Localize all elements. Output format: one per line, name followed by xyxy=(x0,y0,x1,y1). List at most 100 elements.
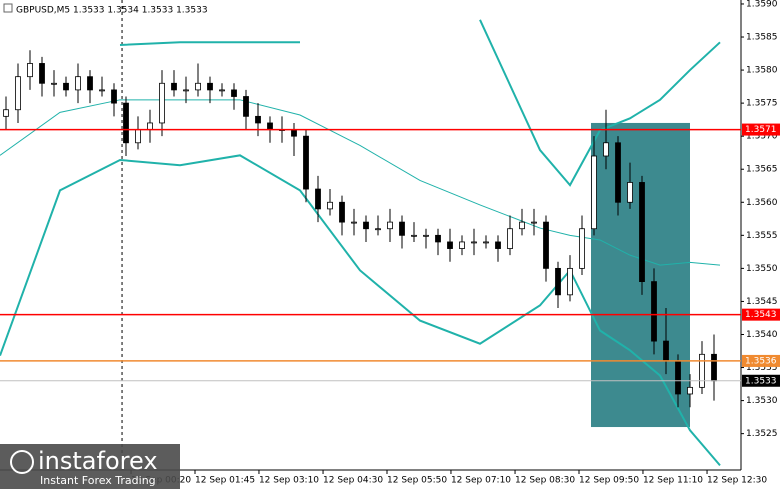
x-tick-label: 12 Sep 11:10 xyxy=(643,476,703,486)
price-level-label-box xyxy=(742,354,780,367)
candle-body xyxy=(171,82,177,91)
candle-body xyxy=(423,234,429,237)
candle-body xyxy=(639,182,645,283)
candle-body xyxy=(339,201,345,223)
candle-body xyxy=(255,115,261,124)
y-tick-label: 1.3540 xyxy=(746,330,778,340)
y-tick-label: 1.3525 xyxy=(746,429,778,439)
candle-body xyxy=(207,82,213,91)
candle-body xyxy=(135,129,141,144)
candle-body xyxy=(627,182,633,203)
candle-body xyxy=(243,96,249,117)
candle-body xyxy=(471,241,477,244)
price-level-label-box xyxy=(742,374,780,387)
candle-body xyxy=(519,221,525,230)
candle-body xyxy=(27,63,33,78)
band-line xyxy=(0,99,721,266)
y-tick-label: 1.3530 xyxy=(746,396,778,406)
candle-body xyxy=(495,241,501,249)
candle-body xyxy=(111,89,117,104)
candle-body xyxy=(363,221,369,230)
price-level-label: 1.3536 xyxy=(745,356,777,366)
logo-name: instaforex xyxy=(38,447,158,475)
logo-icon xyxy=(10,450,34,474)
price-level-label: 1.3533 xyxy=(745,376,777,386)
candle-body xyxy=(15,76,21,111)
plot-area xyxy=(0,0,721,470)
chart-title: GBPUSD,M5 1.3533 1.3534 1.3533 1.3533 xyxy=(16,6,208,16)
x-tick-label: 12 Sep 07:10 xyxy=(451,476,511,486)
candle-body xyxy=(375,228,381,231)
candle-body xyxy=(291,129,297,137)
candle-body xyxy=(87,76,93,91)
x-tick-label: 12 Sep 01:45 xyxy=(195,476,255,486)
candle-body xyxy=(483,241,489,244)
candle-body xyxy=(435,234,441,243)
candle-body xyxy=(159,82,165,124)
logo-tagline: Instant Forex Trading xyxy=(40,474,156,487)
candle-body xyxy=(447,241,453,249)
x-tick-label: 12 Sep 05:50 xyxy=(387,476,447,486)
candle-body xyxy=(663,340,669,362)
candle-body xyxy=(303,135,309,190)
candle-body xyxy=(411,234,417,237)
logo: instaforex Instant Forex Trading xyxy=(0,444,180,489)
candle-body xyxy=(51,82,57,85)
candle-body xyxy=(351,221,357,224)
candle-body xyxy=(63,82,69,91)
x-tick-label: 12 Sep 08:30 xyxy=(515,476,575,486)
x-tick-label: 12 Sep 03:10 xyxy=(259,476,319,486)
candle-body xyxy=(219,89,225,92)
candle-body xyxy=(579,228,585,269)
candle-body xyxy=(39,63,45,84)
candle-body xyxy=(531,221,537,224)
candle-body xyxy=(387,221,393,230)
candle-body xyxy=(459,241,465,249)
candle-body xyxy=(231,89,237,97)
y-tick-label: 1.3555 xyxy=(746,231,778,241)
candle-body xyxy=(615,142,621,203)
candle-body xyxy=(147,122,153,130)
candle-body xyxy=(567,267,573,296)
logo-box xyxy=(0,444,180,489)
candle-body xyxy=(591,155,597,230)
y-tick-label: 1.3560 xyxy=(746,198,778,208)
candle-body xyxy=(99,89,105,92)
candle-body xyxy=(507,228,513,249)
candle-body xyxy=(603,142,609,157)
y-tick-label: 1.3545 xyxy=(746,297,778,307)
candle-body xyxy=(651,281,657,342)
y-tick-label: 1.3580 xyxy=(746,66,778,76)
candle-body xyxy=(123,102,129,144)
candle-body xyxy=(315,188,321,210)
price-level-label-box xyxy=(742,308,780,321)
price-level-label: 1.3543 xyxy=(745,310,777,320)
candle-body xyxy=(711,353,717,382)
candle-body xyxy=(699,353,705,388)
candle-body xyxy=(555,267,561,296)
price-level-label-box xyxy=(742,123,780,136)
y-tick-label: 1.3585 xyxy=(746,33,778,43)
y-tick-label: 1.3570 xyxy=(746,132,778,142)
candle-body xyxy=(75,76,81,91)
candle-body xyxy=(399,221,405,236)
y-tick-label: 1.3590 xyxy=(746,0,778,9)
x-tick-label: 12 Sep 09:50 xyxy=(579,476,639,486)
band-line xyxy=(119,19,721,187)
candle-body xyxy=(675,360,681,395)
candle-body xyxy=(195,82,201,91)
candle-body xyxy=(687,386,693,395)
candle-body xyxy=(267,122,273,130)
candle-body xyxy=(543,221,549,269)
x-tick-label: 12 Sep 12:30 xyxy=(707,476,767,486)
y-tick-label: 1.3575 xyxy=(746,99,778,109)
price-level-label: 1.3571 xyxy=(745,125,777,135)
symbol-icon xyxy=(3,3,13,13)
candle-body xyxy=(327,201,333,210)
candle-body xyxy=(183,89,189,92)
band-line xyxy=(0,154,721,467)
y-tick-label: 1.3550 xyxy=(746,264,778,274)
x-tick-label: 12 Sep 04:30 xyxy=(323,476,383,486)
y-tick-label: 1.3535 xyxy=(746,363,778,373)
